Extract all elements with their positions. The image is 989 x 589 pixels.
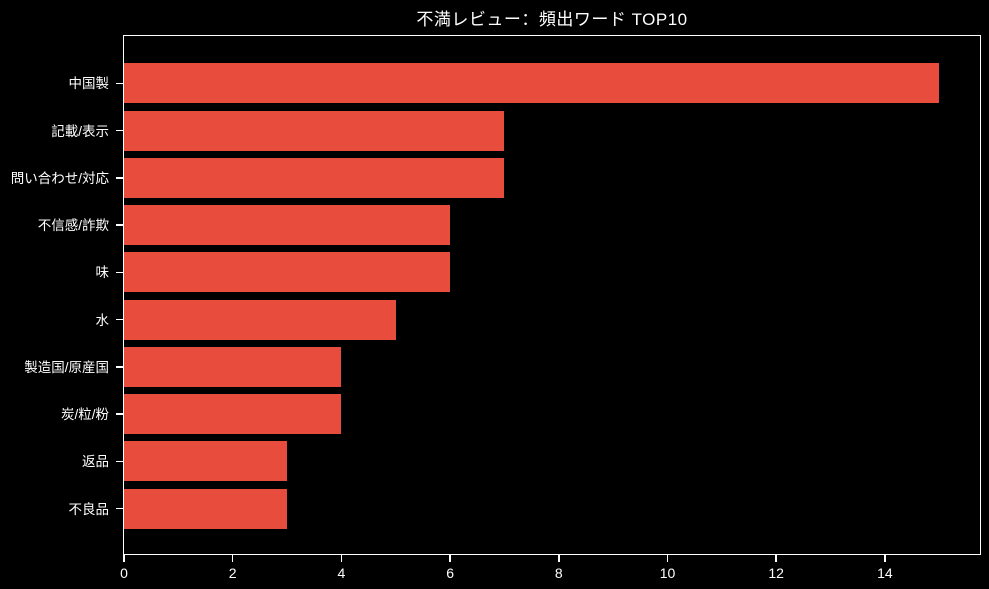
x-tick-mark xyxy=(449,554,451,562)
y-tick-mark xyxy=(115,460,123,463)
y-tick-mark xyxy=(115,366,123,368)
chart-title: 不満レビュー：頻出ワード TOP10 xyxy=(416,10,688,29)
y-tick-label: 水 xyxy=(95,312,110,328)
y-tick-mark xyxy=(115,224,123,226)
y-tick-label: 不信感/詐欺 xyxy=(37,218,109,234)
y-tick-label: 味 xyxy=(95,265,110,281)
y-tick-label: 製造国/原産国 xyxy=(24,359,109,375)
y-tick-mark xyxy=(115,413,123,415)
x-tick-label: 6 xyxy=(446,565,454,581)
x-tick-mark xyxy=(775,554,777,562)
y-axis-labels: 中国製記載/表示問い合わせ/対応不信感/詐欺味水製造国/原産国炭/粒/粉返品不良… xyxy=(0,35,123,555)
bar xyxy=(124,346,342,387)
x-tick-mark xyxy=(666,554,669,562)
y-tick-label: 中国製 xyxy=(68,76,110,92)
y-tick-mark xyxy=(115,318,123,321)
y-tick-label: 返品 xyxy=(82,454,109,470)
plot-area: 0 2 4 6 8 10 12 14 xyxy=(115,35,981,581)
bar xyxy=(124,394,342,435)
x-tick-mark xyxy=(231,554,234,562)
y-tick-mark xyxy=(115,507,123,510)
bar xyxy=(124,63,940,104)
x-tick-mark xyxy=(123,554,125,562)
y-tick-mark xyxy=(115,82,123,85)
y-tick-label: 問い合わせ/対応 xyxy=(10,170,109,186)
bar xyxy=(124,205,451,246)
bar xyxy=(124,157,505,198)
x-tick-label: 14 xyxy=(877,565,893,581)
bar xyxy=(124,299,396,340)
y-tick-mark xyxy=(115,177,123,179)
x-tick-label: 4 xyxy=(337,565,346,581)
x-tick-label: 2 xyxy=(228,565,237,581)
bar xyxy=(124,441,288,482)
y-tick-label: 記載/表示 xyxy=(51,123,109,139)
x-tick-mark xyxy=(340,554,343,562)
bar xyxy=(124,110,505,151)
y-tick-label: 炭/粒/粉 xyxy=(60,407,109,423)
x-tick-label: 8 xyxy=(554,565,563,581)
x-tick-mark xyxy=(558,554,560,562)
x-tick-label: 10 xyxy=(659,565,676,581)
y-tick-mark xyxy=(115,271,123,274)
bar xyxy=(124,252,451,293)
x-tick-label: 0 xyxy=(120,565,128,581)
x-tick-mark xyxy=(884,554,886,562)
y-tick-mark xyxy=(115,129,123,132)
y-tick-label: 不良品 xyxy=(68,501,110,517)
bar xyxy=(124,488,288,529)
x-tick-label: 12 xyxy=(768,565,784,581)
